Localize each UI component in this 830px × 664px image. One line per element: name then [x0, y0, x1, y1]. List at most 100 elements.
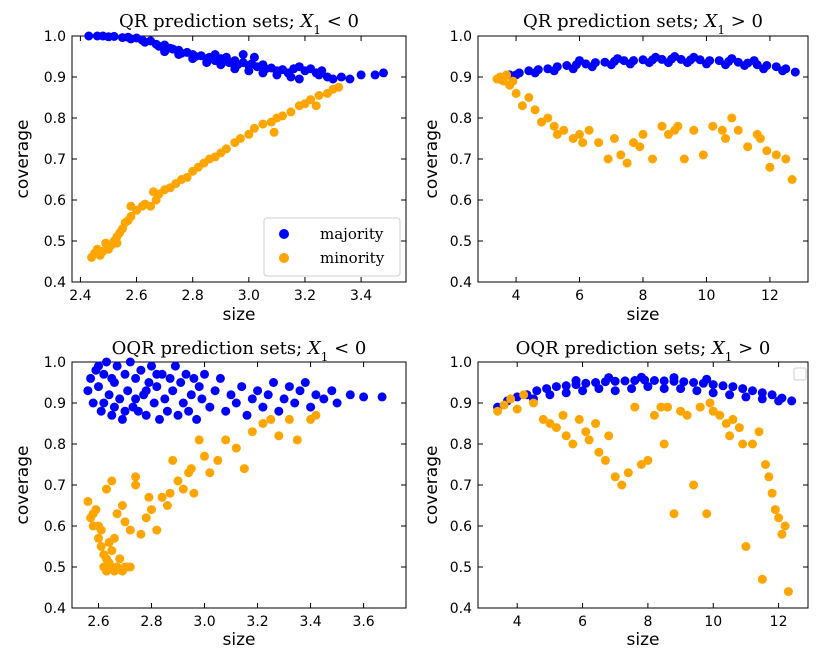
minority-point	[561, 431, 571, 441]
minority-point	[221, 435, 231, 445]
x-tick-label: 6	[578, 614, 587, 630]
minority-point	[584, 435, 594, 445]
axis-ticks: 4 6 8 10 12 0.4 0.5 0.6 0.7 0.8 0.9 1.0	[450, 29, 808, 304]
minority-point	[783, 587, 793, 597]
y-tick-label: 0.5	[44, 560, 66, 576]
minority-point	[558, 410, 568, 420]
panel-title: QR prediction sets; X1 > 0	[523, 11, 763, 37]
majority-point	[226, 390, 236, 400]
majority-point	[594, 384, 604, 394]
majority-point	[107, 410, 117, 420]
majority-point	[168, 386, 178, 396]
minority-point	[239, 464, 249, 474]
majority-point	[141, 386, 151, 396]
majority-point	[249, 52, 259, 62]
majority-point	[86, 373, 96, 383]
minority-point	[221, 144, 231, 154]
majority-point	[568, 64, 578, 74]
minority-point	[131, 472, 141, 482]
minority-point	[186, 464, 196, 474]
majority-point	[679, 377, 689, 387]
y-tick-label: 0.8	[450, 437, 472, 453]
majority-point	[356, 70, 366, 80]
majority-point	[625, 59, 635, 69]
y-tick-label: 0.8	[44, 111, 66, 127]
minority-point	[278, 111, 287, 121]
minority-point	[314, 91, 324, 100]
y-axis-label: coverage	[13, 446, 33, 525]
legend: majority minority	[263, 217, 401, 277]
minority-point	[559, 125, 569, 135]
minority-point	[244, 129, 254, 139]
majority-point	[242, 410, 252, 420]
minority-point	[669, 509, 679, 519]
x-tick-label: 8	[643, 614, 652, 630]
majority-point	[708, 380, 718, 390]
minority-point	[689, 480, 699, 490]
majority-point	[721, 60, 730, 70]
y-tick-label: 0.4	[44, 601, 66, 617]
x-tick-label: 6	[575, 288, 584, 304]
minority-point	[512, 404, 522, 414]
majority-point	[117, 414, 127, 424]
minority-point	[194, 435, 204, 445]
majority-point	[231, 398, 241, 408]
minority-point	[616, 150, 626, 160]
majority-point	[532, 386, 542, 396]
minority-point	[584, 125, 594, 135]
majority-point	[194, 382, 204, 392]
majority-point	[221, 52, 231, 62]
majority-point	[96, 406, 106, 416]
minority-point	[508, 76, 518, 86]
minority-point	[502, 70, 512, 80]
majority-point	[778, 66, 788, 76]
y-tick-label: 0.9	[450, 70, 472, 86]
minority-point	[774, 513, 784, 523]
majority-point	[613, 54, 623, 64]
minority-point	[83, 496, 93, 506]
minority-point	[743, 142, 753, 152]
majority-point	[152, 382, 162, 392]
legend-box	[263, 217, 401, 277]
majority-point	[170, 361, 180, 371]
minority-point	[101, 238, 111, 248]
minority-point	[727, 113, 737, 123]
majority-point	[238, 50, 248, 59]
majority-point	[131, 373, 141, 383]
majority-point	[659, 376, 669, 386]
minority-point	[94, 521, 103, 531]
minority-point	[499, 400, 509, 410]
x-tick-label: 3.4	[299, 614, 321, 630]
majority-point	[272, 70, 282, 80]
minority-point	[649, 410, 659, 420]
majority-point	[663, 58, 673, 68]
majority-point	[757, 394, 767, 404]
x-tick-label: 2.6	[87, 614, 109, 630]
minority-point	[311, 101, 321, 111]
minority-point	[757, 574, 767, 584]
y-tick-label: 0.6	[450, 519, 472, 535]
minority-point	[721, 419, 731, 428]
minority-point	[673, 121, 683, 131]
majority-point	[727, 54, 737, 64]
y-tick-label: 0.9	[44, 396, 66, 412]
minority-point	[754, 427, 764, 437]
legend-majority-label: majority	[320, 225, 384, 243]
x-tick-label: 3.2	[246, 614, 268, 630]
minority-point	[721, 134, 730, 143]
y-tick-label: 0.7	[450, 478, 472, 494]
majority-point	[115, 394, 125, 404]
majority-point	[210, 50, 220, 59]
minority-point	[286, 107, 296, 117]
majority-point	[587, 62, 597, 72]
x-tick-label: 3.2	[294, 288, 316, 304]
minority-point	[787, 175, 797, 184]
minority-point	[284, 414, 294, 424]
panel-title: QR prediction sets; X1 < 0	[119, 11, 359, 37]
minority-point	[506, 394, 516, 404]
minority-point	[604, 431, 614, 441]
minority-point	[178, 484, 188, 494]
majority-point	[300, 378, 310, 387]
y-tick-label: 1.0	[450, 355, 472, 371]
minority-point	[247, 427, 257, 437]
